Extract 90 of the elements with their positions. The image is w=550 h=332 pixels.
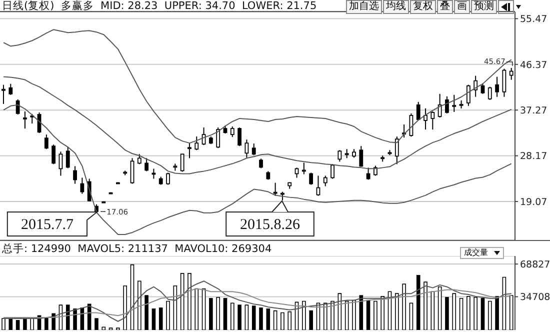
candlestick — [344, 148, 349, 159]
candlestick — [230, 126, 234, 138]
candlestick — [216, 127, 220, 149]
candlestick — [424, 108, 428, 130]
annotation: 成交量 — [464, 248, 488, 258]
candlestick — [416, 101, 420, 121]
candlestick — [80, 177, 84, 194]
candlestick — [294, 167, 299, 178]
bar — [16, 320, 20, 330]
bar — [66, 304, 70, 330]
candlestick — [509, 67, 514, 80]
candlestick — [338, 150, 342, 162]
line-series — [3, 104, 512, 235]
candlestick — [330, 164, 334, 180]
candlestick — [252, 143, 256, 156]
candlestick — [445, 96, 449, 114]
candlestick — [66, 146, 70, 169]
candlestick — [137, 154, 142, 165]
text: 均线 — [383, 0, 409, 14]
bar — [309, 310, 313, 330]
candlestick — [130, 158, 134, 184]
bar — [158, 308, 163, 330]
candlestick — [188, 142, 192, 159]
y-tick-label: 28.17 — [520, 151, 548, 162]
line-series — [3, 76, 512, 174]
text: 预测 — [471, 0, 497, 14]
bar — [495, 296, 499, 330]
y-tick-label: 68827 — [520, 259, 550, 270]
text: 叠 — [437, 0, 453, 14]
candlestick — [273, 182, 278, 196]
bar — [445, 297, 449, 330]
candlestick — [452, 94, 456, 112]
annotation: 2015.8.26 — [240, 217, 300, 233]
candlestick — [480, 82, 485, 94]
candlestick — [359, 146, 364, 168]
bar — [366, 300, 370, 330]
candlestick — [309, 172, 314, 186]
candlestick — [8, 83, 13, 96]
bar — [252, 306, 256, 330]
candlestick — [30, 113, 34, 124]
bar — [73, 308, 77, 330]
y-tick-label: 37.27 — [520, 105, 548, 116]
chart-title: 日线(复权) 多赢多 MID: 28.23 UPPER: 34.70 LOWER: 21.75 — [2, 0, 317, 12]
candlestick — [73, 166, 77, 184]
candlestick — [438, 93, 442, 118]
candlestick — [488, 86, 492, 100]
text: 复权 — [410, 0, 436, 14]
bar — [480, 298, 485, 330]
candlestick — [44, 134, 48, 150]
candlestick — [259, 158, 263, 169]
y-tick-label: 19.07 — [520, 196, 548, 208]
candlestick — [58, 151, 63, 176]
candlestick — [244, 139, 249, 158]
line-series — [3, 280, 512, 322]
candlestick — [323, 175, 328, 187]
y-tick-label: 55.47 — [520, 14, 548, 26]
bar — [359, 295, 364, 330]
line-series — [3, 288, 512, 318]
candlestick — [466, 84, 470, 106]
y-tick-label: 34708 — [520, 292, 550, 304]
bar — [94, 318, 98, 330]
bar — [416, 274, 420, 330]
candlestick — [23, 110, 27, 130]
candlestick — [144, 158, 149, 172]
bar — [23, 318, 27, 330]
bar — [266, 308, 270, 330]
candlestick — [194, 136, 199, 151]
candlestick — [394, 136, 399, 165]
chart-title: 总手: 124990 MAVOL5: 211137 MAVOL10: 269304 — [2, 243, 272, 255]
y-tick-label: 46.37 — [520, 60, 548, 71]
candlestick — [238, 127, 242, 147]
candlestick — [52, 144, 56, 165]
candlestick — [316, 175, 320, 196]
text: 加自选 — [346, 0, 382, 14]
candlestick — [302, 162, 306, 175]
bar — [144, 295, 148, 330]
candlestick — [16, 98, 20, 115]
candlestick — [502, 68, 506, 98]
bar — [44, 317, 48, 330]
annotation: 2015.7.7 — [20, 217, 74, 233]
bar — [223, 298, 228, 330]
bar — [152, 308, 156, 330]
text: 画 — [454, 0, 470, 14]
candlestick — [166, 172, 170, 186]
candlestick — [180, 154, 184, 172]
bar — [238, 304, 242, 330]
bar — [259, 308, 263, 330]
candlestick — [495, 76, 499, 98]
candlestick — [430, 110, 435, 130]
bar — [209, 298, 213, 330]
